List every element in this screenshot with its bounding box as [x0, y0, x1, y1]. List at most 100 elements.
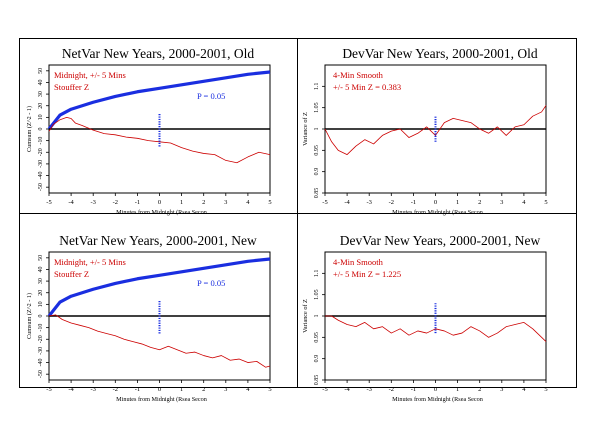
x-tick-label: -5	[322, 199, 327, 206]
chart-panel-3: NetVar New Years, 2000-2001, New -5 -4 -3 -2…	[26, 233, 272, 403]
x-axis-label: Minutes from Midnight (Rsea Secon	[392, 209, 483, 216]
chart-title: DevVar New Years, 2000-2001, New	[340, 233, 541, 248]
x-tick-label: 2	[202, 386, 205, 393]
y-tick-label: 0.85	[314, 188, 320, 199]
envelope-line	[47, 70, 271, 130]
y-tick-label: 0	[38, 128, 44, 131]
x-tick-label: -3	[366, 199, 371, 206]
y-tick-label: 0.95	[314, 332, 320, 343]
x-tick-label: 1	[456, 386, 459, 393]
y-tick-label: 1.1	[314, 83, 320, 91]
y-tick-label: 1	[314, 128, 320, 131]
x-tick-label: 0	[158, 199, 161, 206]
x-tick-label: -1	[411, 199, 416, 206]
x-tick-label: 5	[268, 199, 271, 206]
chart-title: NetVar New Years, 2000-2001, New	[59, 233, 257, 248]
x-tick-label: 1	[180, 386, 183, 393]
x-tick-label: 4	[522, 199, 526, 206]
annotation: Stouffer Z	[54, 269, 89, 279]
chart-panel-1: NetVar New Years, 2000-2001, Old -5 -4 -3 -2…	[26, 46, 272, 216]
y-tick-label: 1.1	[314, 270, 320, 278]
x-tick-label: 3	[224, 386, 227, 393]
y-tick-label: 20	[38, 290, 44, 296]
y-tick-label: 1	[314, 315, 320, 318]
y-tick-label: -30	[38, 160, 44, 168]
x-tick-label: -3	[90, 199, 95, 206]
x-tick-label: -3	[90, 386, 95, 393]
chart-panel-4: DevVar New Years, 2000-2001, New -5 -4 -3 -2…	[302, 233, 548, 403]
y-tick-label: 40	[38, 79, 44, 85]
y-tick-label: 20	[38, 103, 44, 109]
x-tick-label: 3	[224, 199, 227, 206]
data-line	[325, 315, 547, 342]
annotation: 4-Min Smooth	[333, 257, 384, 267]
annotation: +/- 5 Min Z = 1.225	[333, 269, 401, 279]
y-tick-label: 30	[38, 91, 44, 97]
x-axis-label: Minutes from Midnight (Rsea Secon	[116, 396, 207, 403]
annotation: Midnight, +/- 5 Mins	[54, 70, 126, 80]
y-tick-label: -20	[38, 148, 44, 156]
annotation: 4-Min Smooth	[333, 70, 384, 80]
x-tick-label: 4	[246, 386, 250, 393]
x-tick-label: -3	[366, 386, 371, 393]
x-tick-label: -2	[113, 199, 118, 206]
x-tick-label: -4	[68, 199, 74, 206]
p-value-label: P = 0.05	[197, 278, 225, 288]
x-tick-label: 2	[478, 199, 481, 206]
y-axis-label: Cumsum (Z^2 - 1)	[26, 293, 33, 339]
annotation: Stouffer Z	[54, 82, 89, 92]
y-tick-label: 10	[38, 114, 44, 120]
data-line	[48, 314, 271, 368]
y-tick-label: 0.85	[314, 375, 320, 386]
envelope-line	[47, 257, 271, 317]
y-tick-label: 0	[38, 315, 44, 318]
y-tick-label: -30	[38, 347, 44, 355]
data-line	[48, 116, 271, 164]
y-tick-label: -40	[38, 172, 44, 180]
x-tick-label: 2	[202, 199, 205, 206]
x-tick-label: 2	[478, 386, 481, 393]
p-value-label: P = 0.05	[197, 91, 225, 101]
x-tick-label: -1	[411, 386, 416, 393]
chart-title: DevVar New Years, 2000-2001, Old	[342, 46, 538, 61]
x-tick-label: 0	[434, 199, 437, 206]
y-tick-label: 0.9	[314, 168, 320, 176]
x-tick-label: -2	[389, 386, 394, 393]
y-tick-label: 50	[38, 68, 44, 74]
annotation: Midnight, +/- 5 Mins	[54, 257, 126, 267]
y-tick-label: 1.05	[314, 289, 320, 300]
x-tick-label: 1	[456, 199, 459, 206]
x-tick-label: -4	[68, 386, 74, 393]
y-tick-label: 1.05	[314, 102, 320, 113]
x-tick-label: -4	[344, 386, 350, 393]
x-tick-label: 5	[544, 386, 547, 393]
y-tick-label: 0.9	[314, 355, 320, 363]
x-tick-label: 4	[522, 386, 526, 393]
x-tick-label: -4	[344, 199, 350, 206]
y-tick-label: 30	[38, 278, 44, 284]
x-tick-label: -2	[389, 199, 394, 206]
y-tick-label: -40	[38, 359, 44, 367]
y-tick-label: 0.95	[314, 145, 320, 156]
x-tick-label: 5	[268, 386, 271, 393]
y-axis-label: Variance of Z	[302, 299, 309, 333]
x-tick-label: -2	[113, 386, 118, 393]
annotation: +/- 5 Min Z = 0.383	[333, 82, 401, 92]
x-tick-label: 3	[500, 386, 503, 393]
y-tick-label: -10	[38, 137, 44, 145]
y-tick-label: 50	[38, 255, 44, 261]
y-tick-label: -50	[38, 183, 44, 191]
x-tick-label: 0	[158, 386, 161, 393]
x-tick-label: 4	[246, 199, 250, 206]
chart-title: NetVar New Years, 2000-2001, Old	[62, 46, 255, 61]
x-tick-label: -1	[135, 386, 140, 393]
data-line	[324, 105, 547, 156]
x-tick-label: -5	[46, 386, 51, 393]
x-axis-label: Minutes from Midnight (Rsea Secon	[392, 396, 483, 403]
chart-panel-2: DevVar New Years, 2000-2001, Old -5 -4 -3 -2…	[302, 46, 548, 216]
y-tick-label: -20	[38, 335, 44, 343]
x-tick-label: -1	[135, 199, 140, 206]
x-axis-label: Minutes from Midnight (Rsea Secon	[116, 209, 207, 216]
x-tick-label: 5	[544, 199, 547, 206]
